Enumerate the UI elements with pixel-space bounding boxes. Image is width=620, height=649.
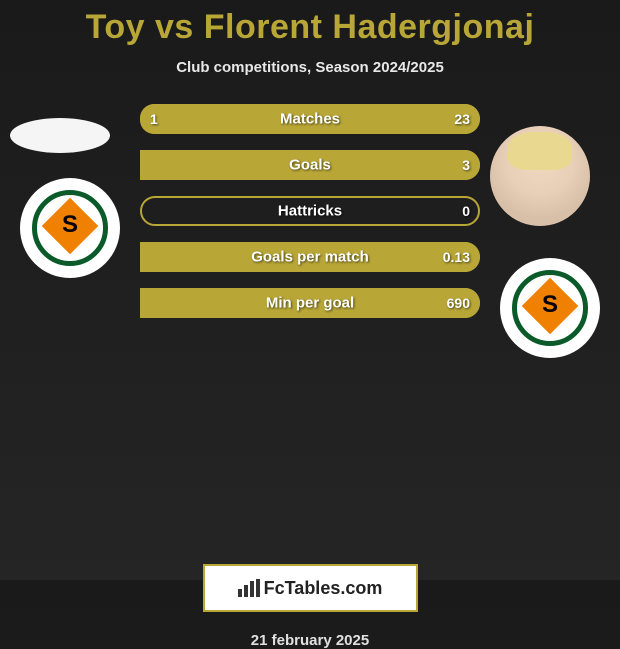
stat-row: Matches 1 23 <box>140 104 480 134</box>
chart-icon <box>238 579 260 597</box>
stat-value-left: 1 <box>150 111 158 127</box>
stat-row: Min per goal 690 <box>140 288 480 318</box>
stat-label: Goals per match <box>251 249 369 266</box>
page-title: Toy vs Florent Hadergjonaj <box>0 0 620 47</box>
stat-row: Goals per match 0.13 <box>140 242 480 272</box>
stats-area: Matches 1 23 Goals 3 Hattricks 0 Goals per matc… <box>0 104 620 324</box>
date-line: 21 february 2025 <box>0 632 620 649</box>
stat-value-right: 3 <box>462 157 470 173</box>
stat-value-right: 23 <box>454 111 470 127</box>
brand-text: FcTables.com <box>264 578 383 599</box>
stat-value-right: 690 <box>447 295 470 311</box>
stat-label: Matches <box>280 111 340 128</box>
stat-label: Hattricks <box>278 203 342 220</box>
stat-label: Min per goal <box>266 295 354 312</box>
subtitle: Club competitions, Season 2024/2025 <box>0 59 620 76</box>
stat-row: Goals 3 <box>140 150 480 180</box>
stat-label: Goals <box>289 157 331 174</box>
stat-value-right: 0 <box>462 203 470 219</box>
brand-box[interactable]: FcTables.com <box>203 564 418 612</box>
stat-value-right: 0.13 <box>443 249 470 265</box>
stat-row: Hattricks 0 <box>140 196 480 226</box>
